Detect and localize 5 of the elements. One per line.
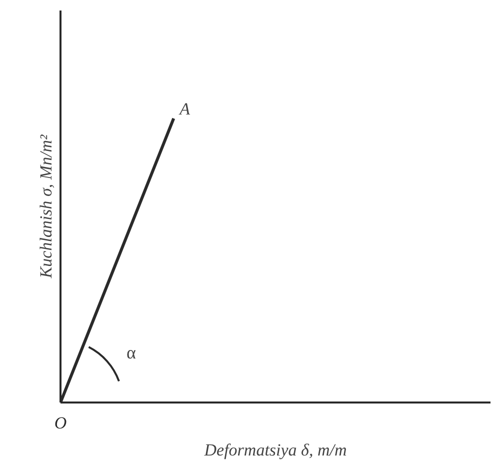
y-axis-title: Kuchlanish σ, Mn/m² [36, 134, 56, 280]
x-axis-title: Deformatsiya δ, m/m [203, 440, 347, 460]
text: O [54, 414, 67, 432]
text: A [178, 99, 191, 118]
annotation: α [126, 342, 136, 362]
